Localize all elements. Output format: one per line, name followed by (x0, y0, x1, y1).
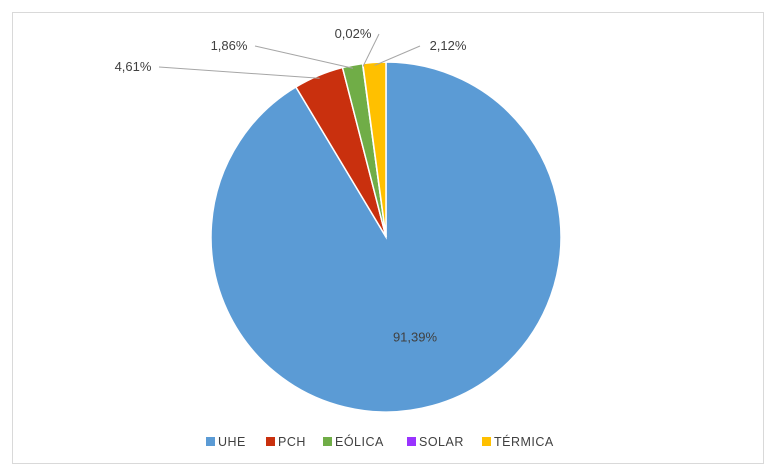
legend-label-uhe: UHE (218, 435, 246, 449)
pie-slice-termica (361, 61, 387, 238)
legend-swatch-pch (266, 437, 275, 446)
leader-line-eolica (254, 45, 354, 69)
legend: UHE PCH EÓLICA SOLAR TÉRMICA (206, 434, 554, 449)
legend-swatch-termica (482, 437, 491, 446)
data-label-solar: 0,02% (335, 26, 372, 41)
legend-swatch-solar (407, 437, 416, 446)
leader-line-termica (374, 45, 421, 66)
pie-slices (210, 61, 562, 413)
data-label-pch: 4,61% (115, 59, 152, 74)
legend-swatch-uhe (206, 437, 215, 446)
legend-label-pch: PCH (278, 435, 306, 449)
leader-lines (158, 33, 421, 79)
data-labels: 91,39% 4,61% 1,86% 0,02% 2,12% (115, 26, 467, 345)
legend-label-solar: SOLAR (419, 435, 464, 449)
data-label-uhe: 91,39% (393, 330, 438, 345)
leader-line-solar (362, 33, 380, 67)
legend-label-termica: TÉRMICA (494, 434, 554, 449)
legend-label-eolica: EÓLICA (335, 434, 384, 449)
leader-line-pch (158, 66, 320, 79)
data-label-eolica: 1,86% (211, 38, 248, 53)
legend-swatch-eolica (323, 437, 332, 446)
data-label-termica: 2,12% (430, 38, 467, 53)
